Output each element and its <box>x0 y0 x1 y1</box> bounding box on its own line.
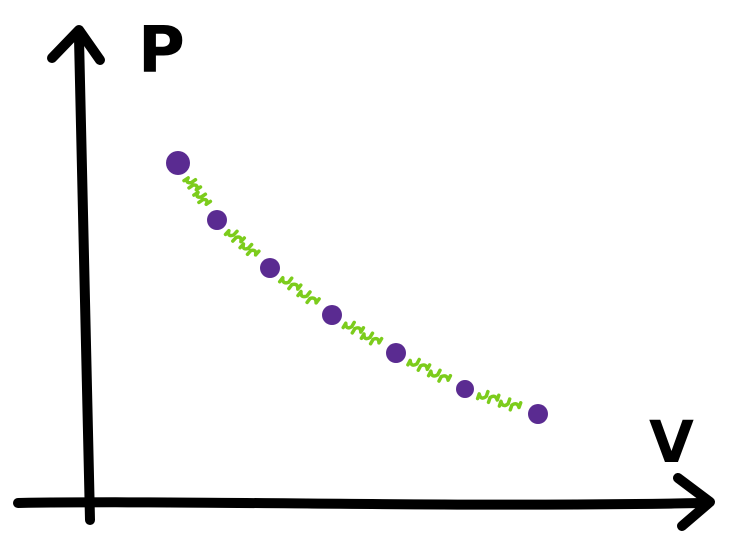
state-points <box>166 151 548 424</box>
transition-connector <box>406 357 453 383</box>
y-axis-label: P <box>138 14 185 88</box>
state-point <box>528 404 548 424</box>
y-axis <box>74 33 95 525</box>
state-point <box>207 210 227 230</box>
state-point <box>386 343 406 363</box>
state-point <box>166 151 190 175</box>
y-axis-arrowhead <box>47 25 105 65</box>
state-point <box>260 258 280 278</box>
transition-connector <box>223 228 261 257</box>
x-axis-arrowhead <box>673 473 715 531</box>
transition-connector <box>341 320 384 346</box>
transition-connector <box>277 275 321 305</box>
transition-connector <box>182 176 213 207</box>
x-axis <box>13 497 707 510</box>
x-axis-label: V <box>649 408 694 476</box>
transition-connector <box>475 389 523 412</box>
state-point <box>322 305 342 325</box>
transition-connectors <box>182 176 523 412</box>
state-point <box>456 380 474 398</box>
